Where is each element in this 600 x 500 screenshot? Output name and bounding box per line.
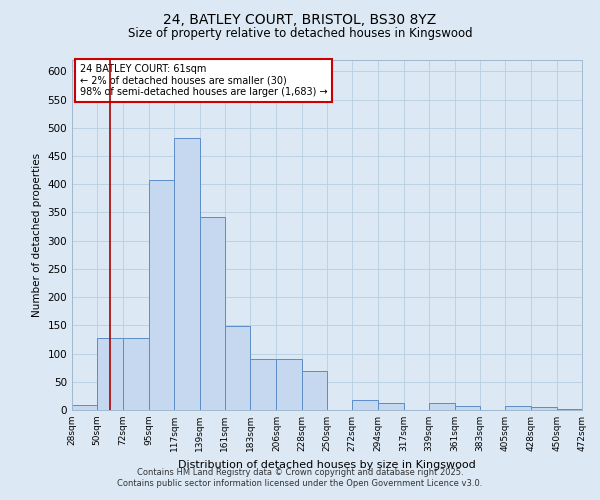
Bar [352, 400, 377, 410]
Bar [250, 359, 277, 410]
X-axis label: Distribution of detached houses by size in Kingswood: Distribution of detached houses by size … [178, 460, 476, 469]
Bar [199, 217, 225, 410]
Bar [532, 407, 557, 410]
Bar [302, 371, 327, 410]
Y-axis label: Number of detached properties: Number of detached properties [32, 153, 42, 317]
Bar [225, 326, 250, 410]
Text: 24 BATLEY COURT: 61sqm
← 2% of detached houses are smaller (30)
98% of semi-deta: 24 BATLEY COURT: 61sqm ← 2% of detached … [80, 64, 327, 96]
Bar [72, 406, 97, 410]
Bar [122, 338, 149, 410]
Bar [97, 338, 122, 410]
Bar [505, 406, 532, 410]
Text: Size of property relative to detached houses in Kingswood: Size of property relative to detached ho… [128, 28, 472, 40]
Bar [429, 402, 455, 410]
Bar [557, 409, 582, 410]
Text: Contains HM Land Registry data © Crown copyright and database right 2025.
Contai: Contains HM Land Registry data © Crown c… [118, 468, 482, 487]
Bar [455, 406, 480, 410]
Bar [277, 359, 302, 410]
Bar [174, 138, 199, 410]
Bar [149, 180, 174, 410]
Bar [377, 402, 404, 410]
Text: 24, BATLEY COURT, BRISTOL, BS30 8YZ: 24, BATLEY COURT, BRISTOL, BS30 8YZ [163, 12, 437, 26]
